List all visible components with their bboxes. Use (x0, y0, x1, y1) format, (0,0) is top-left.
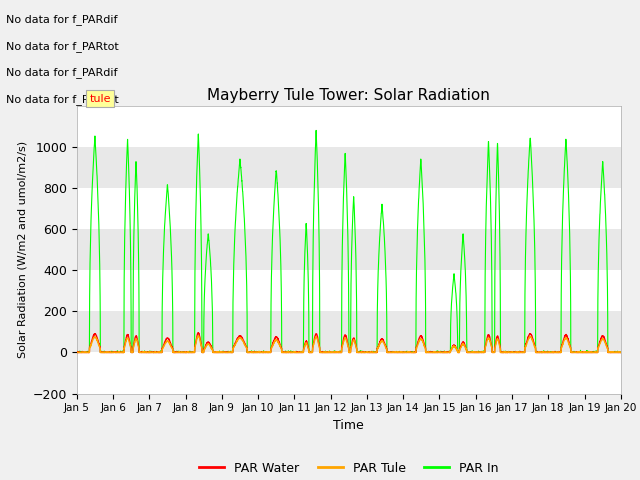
Text: No data for f_PARdif: No data for f_PARdif (6, 14, 118, 25)
Bar (77, 229, 621, 270)
Bar (77, 352, 621, 394)
Text: No data for f_PARtot: No data for f_PARtot (6, 94, 119, 105)
Legend: PAR Water, PAR Tule, PAR In: PAR Water, PAR Tule, PAR In (194, 456, 504, 480)
Y-axis label: Solar Radiation (W/m2 and umol/m2/s): Solar Radiation (W/m2 and umol/m2/s) (17, 141, 27, 358)
Bar (77, 188, 621, 229)
Text: No data for f_PARdif: No data for f_PARdif (6, 67, 118, 78)
Bar (77, 270, 621, 312)
Text: No data for f_PARtot: No data for f_PARtot (6, 41, 119, 52)
Text: tule: tule (90, 94, 111, 104)
Bar (77, 106, 621, 147)
X-axis label: Time: Time (333, 419, 364, 432)
Bar (77, 147, 621, 188)
Bar (77, 312, 621, 352)
Title: Mayberry Tule Tower: Solar Radiation: Mayberry Tule Tower: Solar Radiation (207, 88, 490, 103)
